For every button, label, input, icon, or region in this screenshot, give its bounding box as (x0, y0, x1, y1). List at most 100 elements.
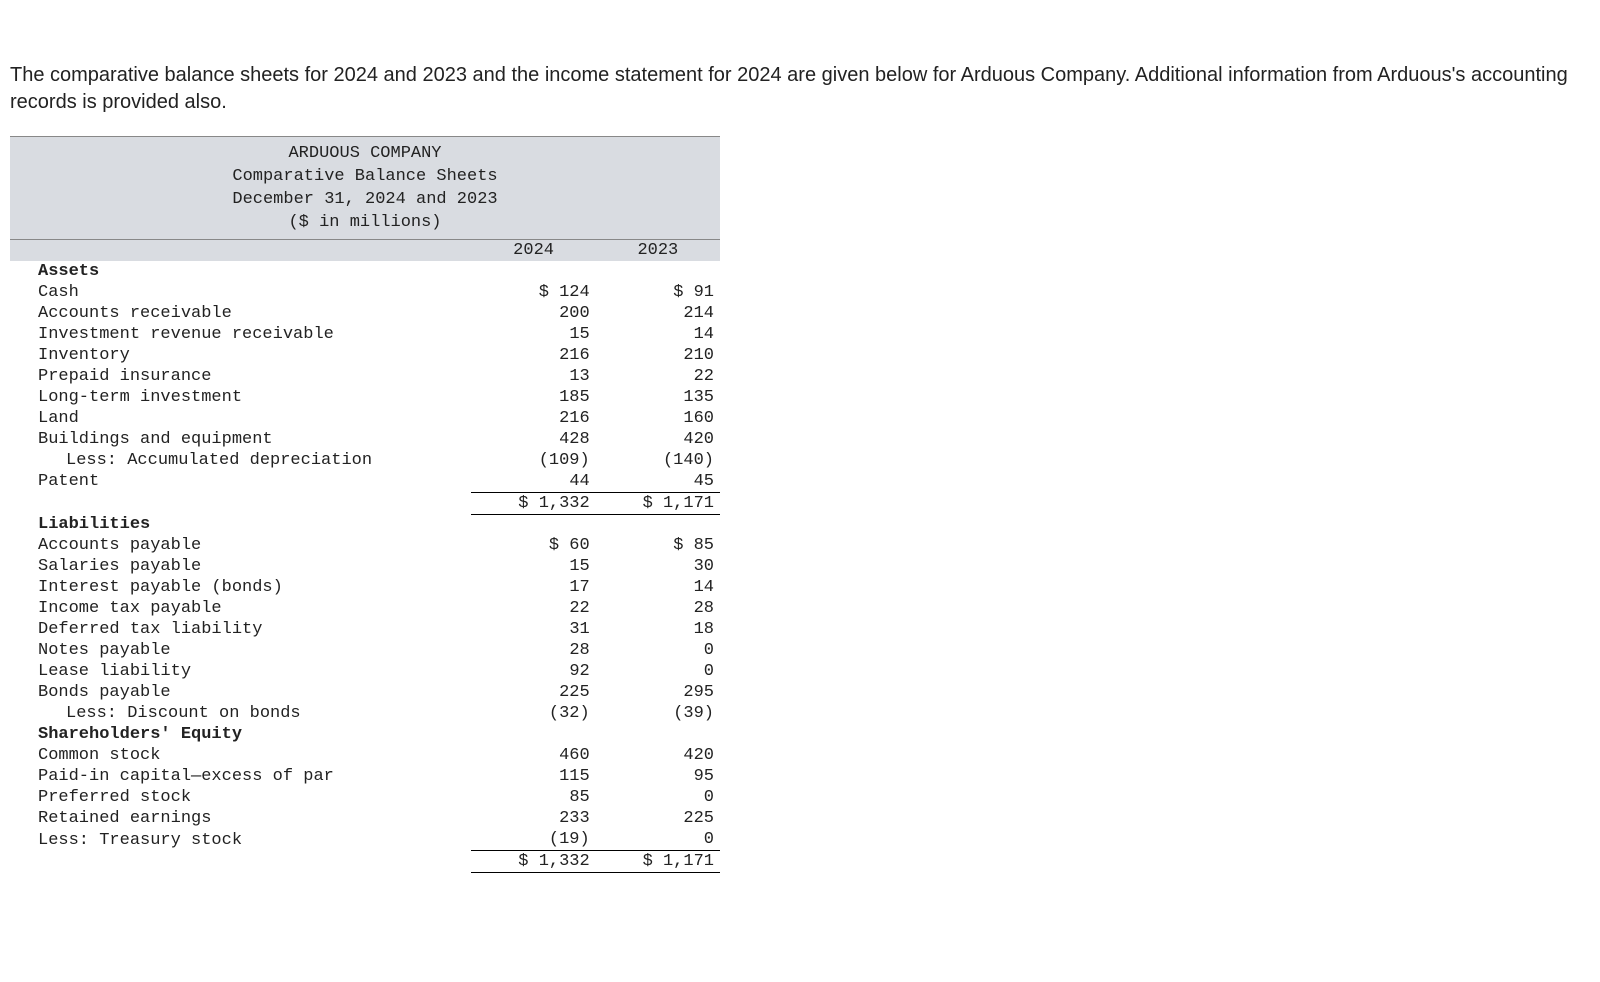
cell (596, 261, 720, 282)
row-label: Deferred tax liability (10, 619, 471, 640)
blank-cell (10, 240, 471, 261)
cell: 85 (471, 787, 595, 808)
cell: 185 (471, 387, 595, 408)
cell: 216 (471, 345, 595, 366)
row-disc: Less: Discount on bonds (32) (39) (10, 703, 720, 724)
cell: (19) (471, 829, 595, 851)
cell: 31 (471, 619, 595, 640)
cell: (32) (471, 703, 595, 724)
cell: 225 (596, 808, 720, 829)
cell: 0 (596, 640, 720, 661)
row-bldg: Buildings and equipment 428 420 (10, 429, 720, 450)
year-col-1: 2024 (471, 240, 595, 261)
cell: (140) (596, 450, 720, 471)
section-label: Assets (10, 261, 471, 282)
cell: 30 (596, 556, 720, 577)
cell: (39) (596, 703, 720, 724)
cell: 14 (596, 577, 720, 598)
row-label: Patent (10, 471, 471, 493)
cell: 17 (471, 577, 595, 598)
balance-sheet: ARDUOUS COMPANY Comparative Balance Shee… (10, 136, 720, 873)
row-label: Inventory (10, 345, 471, 366)
cell: $ 1,171 (596, 492, 720, 514)
row-patent: Patent 44 45 (10, 471, 720, 493)
cell: 233 (471, 808, 595, 829)
cell: 28 (471, 640, 595, 661)
cell: 0 (596, 829, 720, 851)
row-label: Preferred stock (10, 787, 471, 808)
cell: 420 (596, 429, 720, 450)
cell: 200 (471, 303, 595, 324)
cell (596, 724, 720, 745)
row-ltinv: Long-term investment 185 135 (10, 387, 720, 408)
sheet-date: December 31, 2024 and 2023 (10, 189, 720, 212)
cell: 15 (471, 324, 595, 345)
row-label: Income tax payable (10, 598, 471, 619)
cell: 15 (471, 556, 595, 577)
year-col-2: 2023 (596, 240, 720, 261)
row-label: Land (10, 408, 471, 429)
cell: 420 (596, 745, 720, 766)
cell: 225 (471, 682, 595, 703)
cell: $ 1,332 (471, 492, 595, 514)
cell: 216 (471, 408, 595, 429)
cell: 14 (596, 324, 720, 345)
cell (471, 261, 595, 282)
row-label (10, 492, 471, 514)
sheet-header: ARDUOUS COMPANY Comparative Balance Shee… (10, 136, 720, 240)
row-label: Accounts payable (10, 535, 471, 556)
row-treas: Less: Treasury stock (19) 0 (10, 829, 720, 851)
row-ar: Accounts receivable 200 214 (10, 303, 720, 324)
row-salpay: Salaries payable 15 30 (10, 556, 720, 577)
cell: $ 60 (471, 535, 595, 556)
row-invrev: Investment revenue receivable 15 14 (10, 324, 720, 345)
row-label: Bonds payable (10, 682, 471, 703)
row-re: Retained earnings 233 225 (10, 808, 720, 829)
cell: 135 (596, 387, 720, 408)
row-label: Common stock (10, 745, 471, 766)
section-label: Shareholders' Equity (10, 724, 471, 745)
cell: 115 (471, 766, 595, 787)
row-notes: Notes payable 28 0 (10, 640, 720, 661)
cell: 95 (596, 766, 720, 787)
year-header-row: 2024 2023 (10, 240, 720, 261)
cell: 214 (596, 303, 720, 324)
sheet-title: Comparative Balance Sheets (10, 166, 720, 189)
section-label: Liabilities (10, 514, 471, 535)
row-label: Paid-in capital—excess of par (10, 766, 471, 787)
row-intpay: Interest payable (bonds) 17 14 (10, 577, 720, 598)
cell: 210 (596, 345, 720, 366)
row-label: Less: Treasury stock (10, 829, 471, 851)
row-taxpay: Income tax payable 22 28 (10, 598, 720, 619)
row-label: Salaries payable (10, 556, 471, 577)
cell: 0 (596, 661, 720, 682)
cell: $ 91 (596, 282, 720, 303)
balance-sheet-table: 2024 2023 Assets Cash $ 124 $ 91 Account… (10, 240, 720, 874)
row-label: Prepaid insurance (10, 366, 471, 387)
row-label: Less: Accumulated depreciation (10, 450, 471, 471)
cell: 13 (471, 366, 595, 387)
row-label: Investment revenue receivable (10, 324, 471, 345)
row-label: Buildings and equipment (10, 429, 471, 450)
cell: 160 (596, 408, 720, 429)
cell: $ 1,332 (471, 851, 595, 873)
row-assets-total: $ 1,332 $ 1,171 (10, 492, 720, 514)
cell: $ 1,171 (596, 851, 720, 873)
cell (471, 724, 595, 745)
cell: (109) (471, 450, 595, 471)
row-lease: Lease liability 92 0 (10, 661, 720, 682)
row-land: Land 216 160 (10, 408, 720, 429)
cell: 28 (596, 598, 720, 619)
row-label: Lease liability (10, 661, 471, 682)
sheet-units: ($ in millions) (10, 212, 720, 235)
cell: 44 (471, 471, 595, 493)
row-deftax: Deferred tax liability 31 18 (10, 619, 720, 640)
row-label: Less: Discount on bonds (10, 703, 471, 724)
row-label: Notes payable (10, 640, 471, 661)
row-inventory: Inventory 216 210 (10, 345, 720, 366)
cell: 0 (596, 787, 720, 808)
row-bonds: Bonds payable 225 295 (10, 682, 720, 703)
row-pic: Paid-in capital—excess of par 115 95 (10, 766, 720, 787)
row-common: Common stock 460 420 (10, 745, 720, 766)
row-label: Long-term investment (10, 387, 471, 408)
